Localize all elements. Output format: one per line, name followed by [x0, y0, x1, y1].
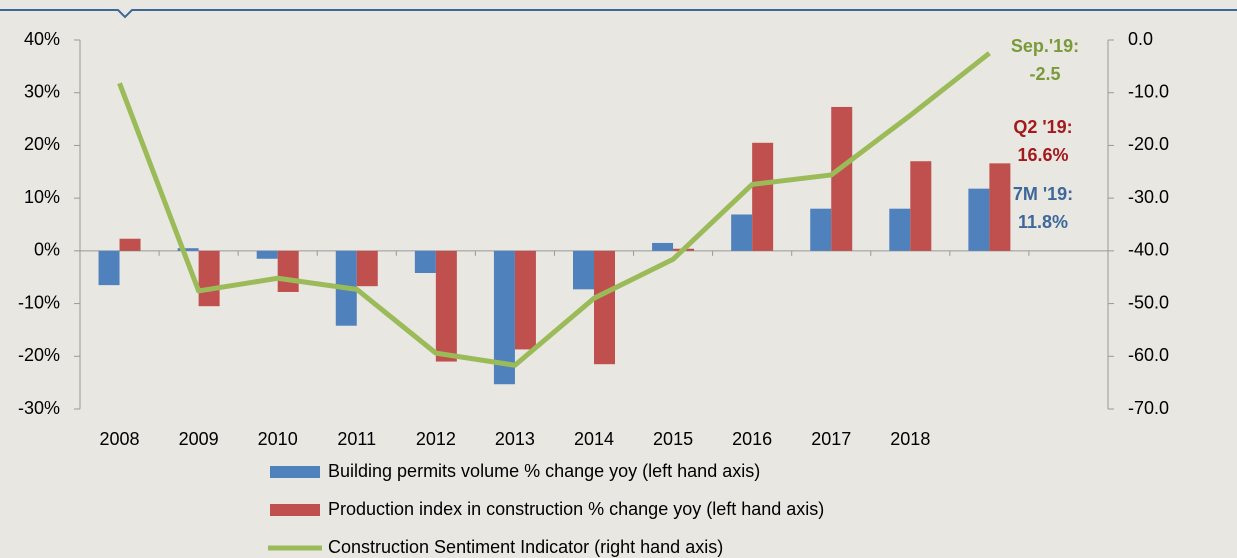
y2-tick-label: -20.0	[1128, 134, 1169, 154]
legend-label: Building permits volume % change yoy (le…	[328, 461, 760, 481]
legend-label: Production index in construction % chang…	[328, 499, 824, 519]
x-tick-label: 2016	[732, 429, 772, 449]
legend-swatch	[270, 466, 320, 478]
annotation-value: -2.5	[1029, 64, 1060, 84]
y-tick-label: 0%	[34, 240, 60, 260]
legend-label: Construction Sentiment Indicator (right …	[328, 537, 723, 557]
x-tick-label: 2012	[416, 429, 456, 449]
bar	[910, 161, 932, 251]
y-tick-label: -20%	[18, 345, 60, 365]
bar	[810, 208, 832, 251]
x-tick-label: 2010	[258, 429, 298, 449]
bar	[514, 250, 536, 350]
annotation-value: 16.6%	[1017, 145, 1068, 165]
bar	[277, 250, 299, 292]
x-tick-label: 2011	[337, 429, 376, 449]
bar	[256, 250, 278, 259]
y-tick-label: 10%	[24, 187, 60, 207]
bar	[356, 250, 378, 287]
bar	[652, 242, 674, 251]
y-tick-label: -10%	[18, 292, 60, 312]
bar	[98, 250, 120, 286]
x-tick-label: 2017	[811, 429, 851, 449]
y2-tick-label: -30.0	[1128, 187, 1169, 207]
bar	[989, 163, 1011, 251]
annotation-label: 7M '19:	[1013, 184, 1073, 204]
y2-tick-label: -60.0	[1128, 345, 1169, 365]
y2-tick-label: 0.0	[1128, 29, 1153, 49]
y2-tick-label: -70.0	[1128, 398, 1169, 418]
x-tick-label: 2009	[179, 429, 219, 449]
annotation-label: Q2 '19:	[1013, 117, 1072, 137]
x-tick-label: 2008	[100, 429, 140, 449]
y2-tick-label: -50.0	[1128, 292, 1169, 312]
header-rule	[0, 9, 1237, 19]
x-tick-label: 2015	[653, 429, 693, 449]
bar	[968, 188, 990, 251]
bar	[831, 106, 853, 251]
y2-tick-label: -10.0	[1128, 81, 1169, 101]
y-tick-label: -30%	[18, 398, 60, 418]
bar	[731, 214, 753, 251]
bar	[435, 250, 457, 362]
annotation-label: Sep.'19:	[1011, 36, 1079, 56]
bar	[177, 248, 199, 251]
annotation-value: 11.8%	[1018, 212, 1068, 232]
x-tick-label: 2014	[574, 429, 614, 449]
y-tick-label: 40%	[24, 29, 60, 49]
bar	[752, 142, 774, 251]
line	[117, 51, 991, 368]
y-tick-label: 20%	[24, 134, 60, 154]
y2-tick-label: -40.0	[1128, 240, 1169, 260]
bar	[119, 238, 141, 251]
x-tick-label: 2013	[495, 429, 535, 449]
bar	[198, 250, 220, 307]
bar	[414, 250, 436, 273]
bar	[594, 250, 615, 365]
legend-swatch	[270, 504, 320, 516]
bar	[493, 250, 515, 385]
x-tick-label: 2018	[890, 429, 930, 449]
bar	[573, 250, 594, 290]
bar	[889, 208, 911, 251]
y-tick-label: 30%	[24, 81, 60, 101]
